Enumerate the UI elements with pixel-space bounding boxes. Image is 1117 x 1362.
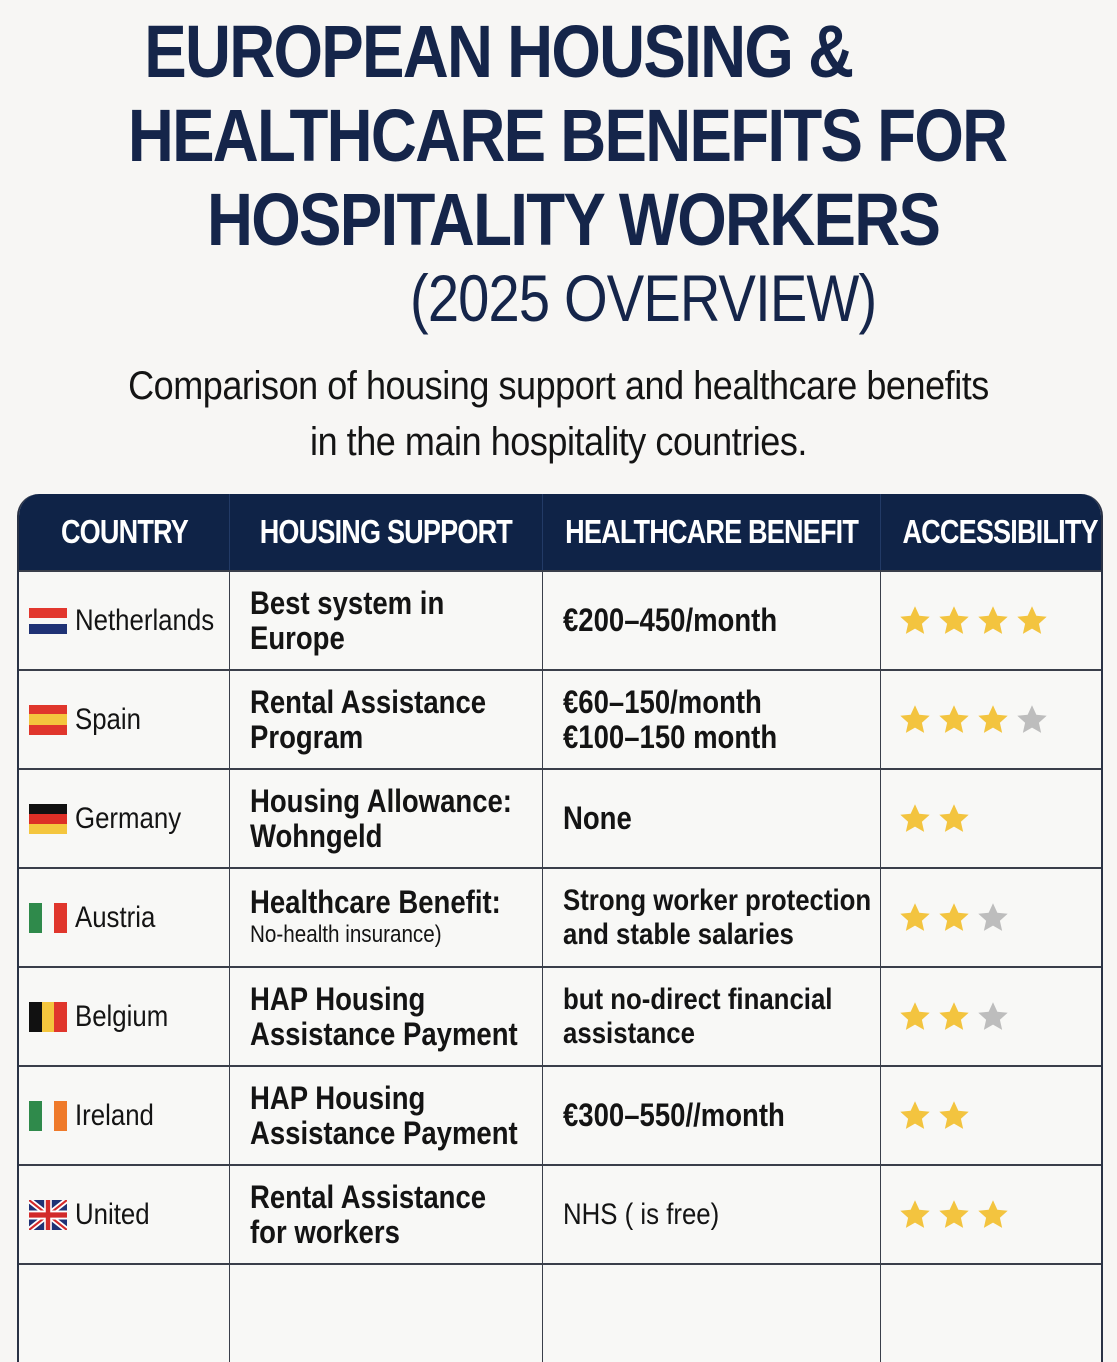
germany-flag-icon [29, 803, 67, 834]
star-filled-icon [936, 900, 972, 936]
healthcare-cell: but no-direct financial assistance [543, 968, 881, 1065]
country-cell: Ireland [19, 1067, 230, 1164]
healthcare-cell: None [543, 770, 881, 867]
star-filled-icon [897, 702, 933, 738]
star-filled-icon [897, 603, 933, 639]
intro-line-2: in the main hospitality countries. [310, 420, 807, 464]
column-header-accessibility: ACCESSIBILITY [902, 513, 1098, 550]
intro-line-1: Comparison of housing support and health… [128, 364, 989, 408]
table-row: Germany Housing Allowance: Wohngeld None [19, 768, 1101, 867]
star-rating [897, 1197, 1011, 1233]
table-row: Ireland HAP Housing Assistance Payment €… [19, 1065, 1101, 1164]
housing-cell: Rental Assistance Program [230, 671, 543, 768]
country-name: Ireland [75, 1098, 154, 1132]
table-row: Austria Healthcare Benefit: No-health in… [19, 867, 1101, 966]
star-filled-icon [897, 999, 933, 1035]
star-rating [897, 702, 1050, 738]
page-title: EUROPEAN HOUSING & HEALTHCARE BENEFITS F… [78, 10, 1039, 262]
star-filled-icon [897, 900, 933, 936]
accessibility-cell [881, 572, 1101, 669]
accessibility-cell [881, 869, 1101, 966]
country-name: United [75, 1197, 150, 1231]
star-filled-icon [1014, 603, 1050, 639]
star-filled-icon [936, 1098, 972, 1134]
country-cell: Germany [19, 770, 230, 867]
star-filled-icon [975, 702, 1011, 738]
country-name: Spain [75, 702, 141, 736]
accessibility-cell [881, 671, 1101, 768]
healthcare-cell: Strong worker protection and stable sala… [543, 869, 881, 966]
housing-cell: HAP Housing Assistance Payment [230, 968, 543, 1065]
star-filled-icon [936, 801, 972, 837]
housing-cell: Rental Assistance for workers [230, 1166, 543, 1263]
star-filled-icon [897, 801, 933, 837]
country-cell: Netherlands [19, 572, 230, 669]
table-row: Netherlands Best system in Europe €200–4… [19, 570, 1101, 669]
star-filled-icon [936, 603, 972, 639]
country-cell: Belgium [19, 968, 230, 1065]
healthcare-cell: €60–150/month €100–150 month [543, 671, 881, 768]
star-empty-icon [975, 900, 1011, 936]
star-rating [897, 999, 1011, 1035]
housing-cell: Healthcare Benefit: No-health insurance) [230, 869, 543, 966]
title-line-3: HOSPITALITY WORKERS [207, 178, 941, 261]
star-empty-icon [975, 999, 1011, 1035]
column-header-healthcare: HEALTHCARE BENEFIT [543, 494, 881, 570]
star-filled-icon [897, 1197, 933, 1233]
healthcare-cell: €300–550//month [543, 1067, 881, 1164]
star-filled-icon [975, 1197, 1011, 1233]
star-rating [897, 1098, 972, 1134]
table-row: Spain Rental Assistance Program €60–150/… [19, 669, 1101, 768]
table-row: United Rental Assistance for workers NHS… [19, 1164, 1101, 1263]
housing-cell: HAP Housing Assistance Payment [230, 1067, 543, 1164]
star-rating [897, 801, 972, 837]
country-cell: United [19, 1166, 230, 1263]
housing-cell: Housing Allowance: Wohngeld [230, 770, 543, 867]
column-header-housing: HOUSING SUPPORT [230, 494, 543, 570]
country-cell: Austria [19, 869, 230, 966]
title-line-1: EUROPEAN HOUSING & [144, 10, 854, 93]
country-name: Netherlands [75, 603, 215, 637]
accessibility-cell [881, 1067, 1101, 1164]
spain-flag-icon [29, 704, 67, 735]
star-rating [897, 900, 1011, 936]
table-row: Belgium HAP Housing Assistance Payment b… [19, 966, 1101, 1065]
country-name: Belgium [75, 999, 169, 1033]
star-empty-icon [1014, 702, 1050, 738]
title-line-2: HEALTHCARE BENEFITS FOR [127, 94, 1008, 177]
healthcare-cell: €200–450/month [543, 572, 881, 669]
column-header-country: COUNTRY [19, 494, 230, 570]
star-filled-icon [936, 1197, 972, 1233]
country-name: Austria [75, 900, 156, 934]
table-header: COUNTRY HOUSING SUPPORT HEALTHCARE BENEF… [19, 494, 1101, 570]
ireland-flag-icon [29, 1100, 68, 1131]
star-filled-icon [936, 702, 972, 738]
star-filled-icon [897, 1098, 933, 1134]
intro-text: Comparison of housing support and health… [0, 358, 1117, 470]
country-cell: Spain [19, 671, 230, 768]
star-rating [897, 603, 1050, 639]
housing-cell: Best system in Europe [230, 572, 543, 669]
benefits-table: COUNTRY HOUSING SUPPORT HEALTHCARE BENEF… [17, 494, 1103, 1362]
year-subtitle: (2025 OVERVIEW) [410, 261, 877, 335]
belgium-flag-icon [29, 1001, 68, 1032]
italy-style-flag-icon [29, 902, 68, 933]
star-filled-icon [936, 999, 972, 1035]
uk-flag-icon [29, 1199, 67, 1230]
table-row-partial [19, 1263, 1101, 1362]
country-name: Germany [75, 801, 182, 835]
netherlands-flag-icon [29, 606, 67, 636]
accessibility-cell [881, 1166, 1101, 1263]
healthcare-cell: NHS ( is free) [543, 1166, 881, 1263]
accessibility-cell [881, 770, 1101, 867]
star-filled-icon [975, 603, 1011, 639]
accessibility-cell [881, 968, 1101, 1065]
